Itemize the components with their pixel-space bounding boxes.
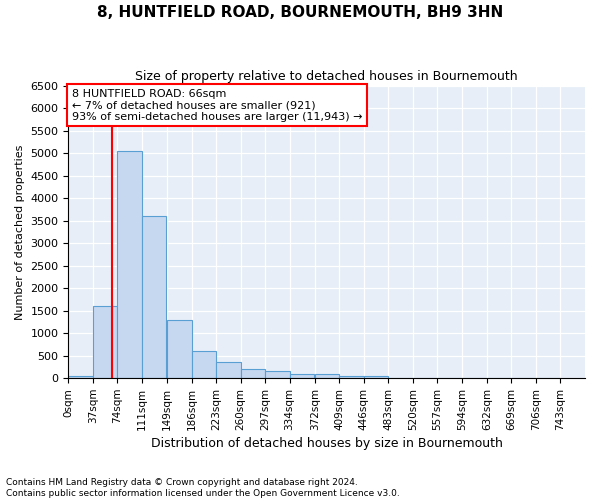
Text: Contains HM Land Registry data © Crown copyright and database right 2024.
Contai: Contains HM Land Registry data © Crown c…	[6, 478, 400, 498]
Bar	[265, 372, 290, 378]
Bar	[68, 376, 93, 378]
Bar	[241, 369, 265, 378]
Y-axis label: Number of detached properties: Number of detached properties	[15, 144, 25, 320]
Bar	[216, 362, 241, 378]
Bar	[167, 320, 191, 378]
Text: 8 HUNTFIELD ROAD: 66sqm
← 7% of detached houses are smaller (921)
93% of semi-de: 8 HUNTFIELD ROAD: 66sqm ← 7% of detached…	[72, 88, 362, 122]
Bar	[339, 376, 364, 378]
Bar	[290, 374, 314, 378]
Bar	[364, 376, 388, 378]
Bar	[315, 374, 339, 378]
Bar	[142, 216, 166, 378]
Bar	[118, 151, 142, 378]
Bar	[191, 351, 216, 378]
Text: 8, HUNTFIELD ROAD, BOURNEMOUTH, BH9 3HN: 8, HUNTFIELD ROAD, BOURNEMOUTH, BH9 3HN	[97, 5, 503, 20]
X-axis label: Distribution of detached houses by size in Bournemouth: Distribution of detached houses by size …	[151, 437, 503, 450]
Bar	[93, 306, 118, 378]
Title: Size of property relative to detached houses in Bournemouth: Size of property relative to detached ho…	[136, 70, 518, 83]
